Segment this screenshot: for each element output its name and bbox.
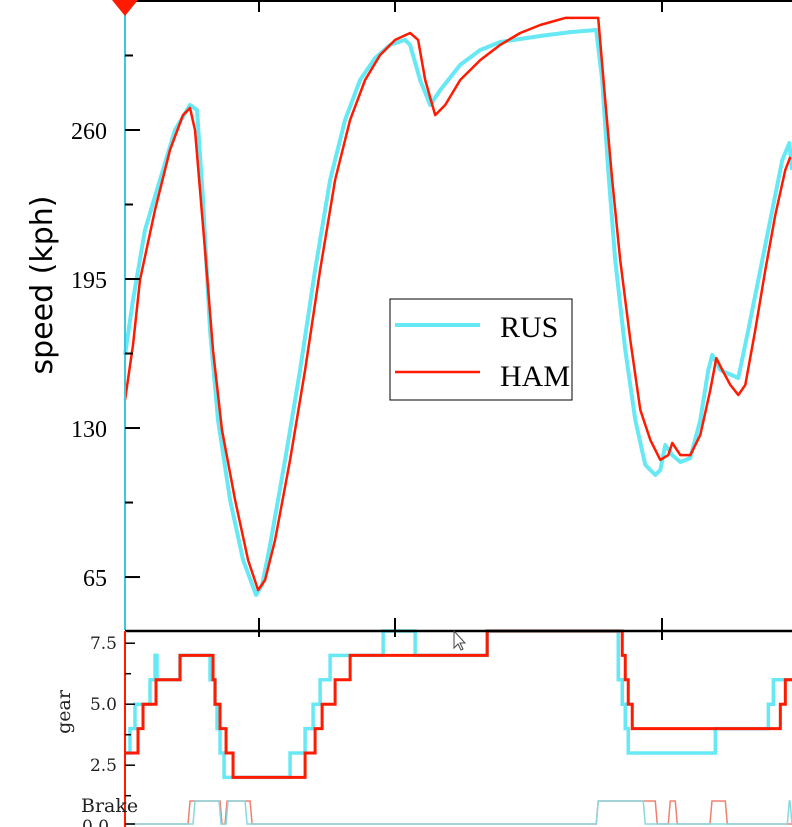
speed-y-tick-label: 65: [83, 566, 107, 592]
gear-y-tick-label: 5.0: [90, 695, 117, 715]
speed-line-ham: [123, 16, 792, 592]
speed-y-tick-label: 260: [71, 119, 107, 145]
gear-panel: 2.5 5.0 7.5: [90, 623, 792, 827]
legend-box: [389, 298, 573, 401]
mouse-pointer-icon: [453, 629, 467, 651]
legend: RUS HAM: [389, 298, 573, 401]
legend-label-rus: RUS: [500, 311, 558, 344]
brake-axis-title: Brake: [81, 795, 138, 817]
brake-tick-label-0: 0.0: [82, 817, 109, 827]
cursor-marker-icon[interactable]: [112, 0, 138, 16]
brake-line-rus: [125, 800, 792, 825]
speed-panel: 65 130 195 260: [71, 0, 792, 630]
speed-y-tick-label: 195: [71, 268, 107, 294]
gear-line-rus: [125, 629, 792, 780]
gear-y-tick-label: 2.5: [90, 756, 117, 776]
gear-axis-title: gear: [53, 689, 75, 734]
speed-line-rus: [123, 28, 792, 597]
brake-panel: [125, 800, 792, 825]
brake-line-ham: [125, 800, 792, 825]
gear-y-tick-label: 7.5: [90, 634, 117, 654]
speed-axis-title: speed (kph): [25, 195, 60, 374]
legend-label-ham: HAM: [500, 360, 570, 393]
gear-line-ham: [125, 629, 792, 779]
speed-y-tick-label: 130: [71, 417, 107, 443]
